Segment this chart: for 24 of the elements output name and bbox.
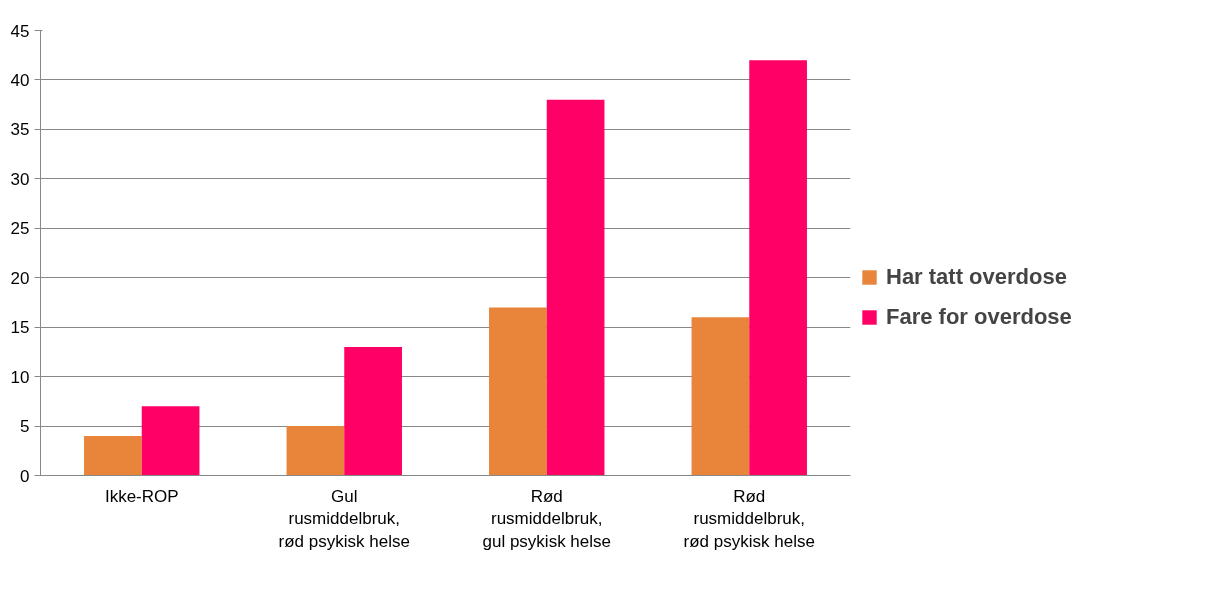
y-tick-label: 5 xyxy=(20,417,30,437)
x-tick-label: Gul rusmiddelbruk, rød psykisk helse xyxy=(278,486,410,552)
y-tick-label: 25 xyxy=(10,219,30,239)
bar xyxy=(489,307,547,476)
bar xyxy=(286,426,345,476)
x-tick-label: Ikke-ROP xyxy=(104,486,179,506)
bar xyxy=(691,317,750,476)
y-tick-label: 20 xyxy=(10,268,30,288)
bar xyxy=(141,406,200,476)
x-tick-label: Rød rusmiddelbruk, gul psykisk helse xyxy=(482,486,612,552)
y-tick-label: 40 xyxy=(10,70,30,90)
y-tick-label: 15 xyxy=(10,318,30,338)
bar xyxy=(749,60,807,476)
y-tick-label: 35 xyxy=(10,120,30,140)
y-tick-label: 10 xyxy=(10,367,30,387)
bar xyxy=(546,99,605,476)
bar xyxy=(344,346,402,476)
legend-label: Har tatt overdose xyxy=(886,264,1067,290)
legend-label: Fare for overdose xyxy=(886,304,1072,330)
y-tick-label: 45 xyxy=(10,21,30,41)
y-tick-label: 0 xyxy=(20,466,30,486)
bar xyxy=(84,435,142,476)
y-tick-label: 30 xyxy=(10,169,30,189)
x-tick-label: Rød rusmiddelbruk, rød psykisk helse xyxy=(683,486,815,552)
